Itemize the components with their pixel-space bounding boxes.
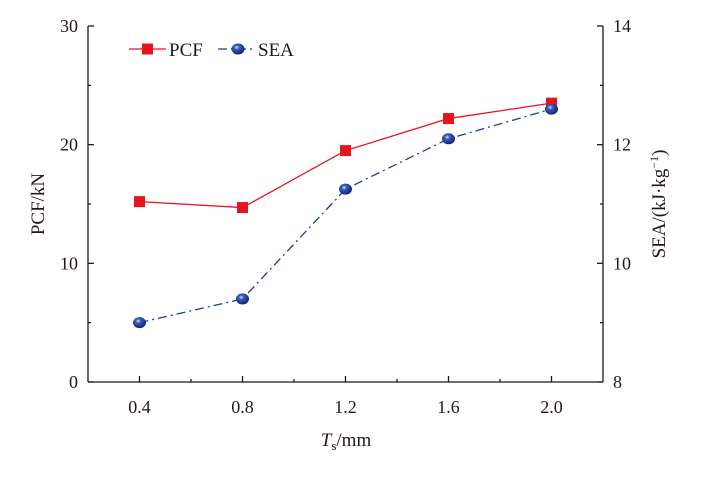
legend-pcf-label: PCF [169, 40, 203, 61]
x-tick-label: 1.6 [437, 397, 460, 417]
x-tick-label: 0.4 [128, 397, 151, 417]
sea-point [339, 183, 352, 195]
axes: 0.4 0.8 1.2 1.6 2.0 0 10 20 30 8 10 12 14 [60, 16, 631, 417]
sea-point [133, 317, 146, 329]
sea-line [139, 108, 552, 324]
sea-point [236, 293, 249, 305]
x-tick-label: 2.0 [540, 397, 563, 417]
y-left-tick-label: 0 [69, 372, 78, 392]
x-label-sub: s [331, 438, 336, 453]
sea-point [442, 133, 455, 145]
pcf-point [546, 97, 557, 109]
y-right-tick-label: 8 [613, 372, 622, 392]
x-label-main: T [321, 430, 333, 451]
y-right-label-sup: −1 [647, 156, 661, 169]
legend: PCF SEA [129, 40, 294, 61]
legend-sea-marker [231, 43, 245, 55]
pcf-point [134, 196, 145, 208]
y-left-label: PCF/kN [28, 173, 49, 236]
series-layer [133, 97, 558, 329]
x-tick-label: 0.8 [231, 397, 254, 417]
y-left-tick-label: 20 [60, 135, 78, 155]
sea-point [545, 103, 558, 115]
y-right-label: SEA/(kJ·kg−1) [647, 150, 670, 259]
x-tick-label: 1.2 [334, 397, 357, 417]
legend-pcf-marker [142, 43, 153, 55]
y-right-tick-label: 10 [613, 253, 631, 273]
y-right-tick-label: 14 [613, 16, 631, 36]
pcf-point [237, 202, 248, 214]
y-right-label-main: SEA/(kJ·kg [649, 168, 670, 258]
y-left-tick-label: 30 [60, 16, 78, 36]
y-left-tick-label: 10 [60, 253, 78, 273]
x-label-unit: /mm [336, 430, 371, 451]
y-right-tick-label: 12 [613, 135, 631, 155]
pcf-point [340, 145, 351, 157]
y-right-label-close: ) [649, 150, 670, 156]
legend-sea-label: SEA [258, 40, 294, 61]
pcf-point [443, 113, 454, 125]
x-label: Ts/mm [321, 430, 372, 453]
